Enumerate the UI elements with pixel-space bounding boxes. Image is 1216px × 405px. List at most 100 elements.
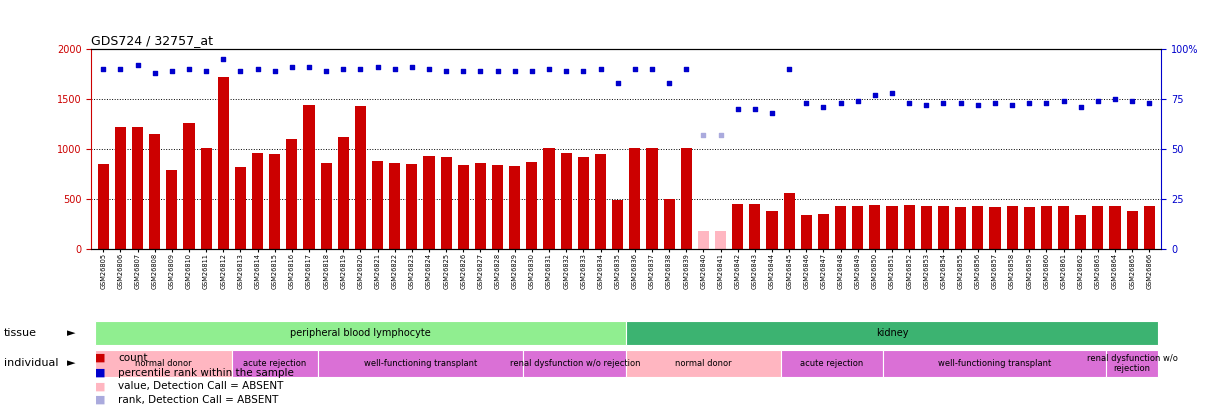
Point [196, 67, 215, 74]
Text: value, Detection Call = ABSENT: value, Detection Call = ABSENT [118, 382, 283, 391]
Bar [389, 163, 400, 249]
Text: acute rejection: acute rejection [243, 359, 306, 368]
Point [1037, 100, 1057, 106]
Point [505, 67, 524, 74]
Point [883, 90, 902, 96]
Bar [304, 105, 315, 249]
Point [1054, 98, 1074, 104]
Bar [252, 153, 263, 249]
Bar [406, 164, 417, 249]
Bar [1075, 215, 1086, 249]
Text: normal donor: normal donor [135, 359, 192, 368]
Bar [1126, 211, 1138, 249]
Text: ■: ■ [95, 353, 106, 363]
Point [145, 69, 164, 76]
Bar [269, 154, 280, 249]
Bar [626, 350, 781, 377]
Bar [626, 321, 1158, 345]
Bar [523, 350, 626, 377]
Bar [715, 231, 726, 249]
Point [231, 67, 250, 74]
Point [265, 67, 285, 74]
Bar [578, 157, 589, 249]
Point [179, 66, 198, 72]
Point [642, 66, 662, 72]
Bar [903, 205, 914, 249]
Bar [235, 167, 246, 249]
Bar [423, 156, 434, 249]
Bar [457, 165, 469, 249]
Bar [612, 200, 624, 249]
Text: normal donor: normal donor [675, 359, 732, 368]
Bar [1058, 206, 1069, 249]
Text: percentile rank within the sample: percentile rank within the sample [118, 368, 294, 377]
Point [1088, 98, 1108, 104]
Bar [544, 148, 554, 249]
Point [522, 67, 541, 74]
Bar [886, 206, 897, 249]
Point [728, 106, 748, 112]
Point [1105, 96, 1125, 102]
Point [471, 67, 490, 74]
Bar [317, 350, 523, 377]
Bar [232, 350, 317, 377]
Point [711, 132, 731, 138]
Bar [184, 123, 195, 249]
Bar [218, 77, 229, 249]
Bar [766, 211, 777, 249]
Bar [955, 207, 967, 249]
Point [111, 66, 130, 72]
Bar [201, 148, 212, 249]
Bar [527, 162, 537, 249]
Text: ■: ■ [95, 395, 106, 405]
Point [402, 64, 422, 70]
Text: count: count [118, 353, 147, 363]
Text: peripheral blood lymphocyte: peripheral blood lymphocyte [291, 328, 430, 338]
Bar [1109, 206, 1121, 249]
Bar [647, 148, 658, 249]
Point [745, 106, 765, 112]
Bar [372, 161, 383, 249]
Bar [475, 163, 486, 249]
Point [693, 132, 713, 138]
Bar [1041, 206, 1052, 249]
Text: acute rejection: acute rejection [800, 359, 863, 368]
Bar [681, 148, 692, 249]
Bar [510, 166, 520, 249]
Point [214, 55, 233, 62]
Text: kidney: kidney [876, 328, 908, 338]
Text: renal dysfunction w/o rejection: renal dysfunction w/o rejection [510, 359, 640, 368]
Bar [1092, 206, 1103, 249]
Point [128, 62, 147, 68]
Point [333, 66, 353, 72]
Bar [95, 350, 232, 377]
Bar [440, 157, 452, 249]
Point [299, 64, 319, 70]
Point [574, 67, 593, 74]
Point [1019, 100, 1038, 106]
Bar [818, 214, 829, 249]
Bar [97, 164, 108, 249]
Point [1122, 98, 1142, 104]
Point [865, 92, 884, 98]
Point [1139, 100, 1159, 106]
Bar [595, 154, 606, 249]
Text: renal dysfunction w/o
rejection: renal dysfunction w/o rejection [1087, 354, 1177, 373]
Text: ►: ► [67, 328, 75, 338]
Point [248, 66, 268, 72]
Point [917, 102, 936, 108]
Bar [783, 193, 795, 249]
Point [676, 66, 696, 72]
Text: tissue: tissue [4, 328, 36, 338]
Point [968, 102, 987, 108]
Point [900, 100, 919, 106]
Point [454, 67, 473, 74]
Bar [1107, 350, 1158, 377]
Point [1071, 104, 1091, 110]
Point [762, 109, 782, 116]
Point [420, 66, 439, 72]
Bar [1024, 207, 1035, 249]
Text: GDS724 / 32757_at: GDS724 / 32757_at [91, 34, 213, 47]
Bar [749, 204, 760, 249]
Point [282, 64, 302, 70]
